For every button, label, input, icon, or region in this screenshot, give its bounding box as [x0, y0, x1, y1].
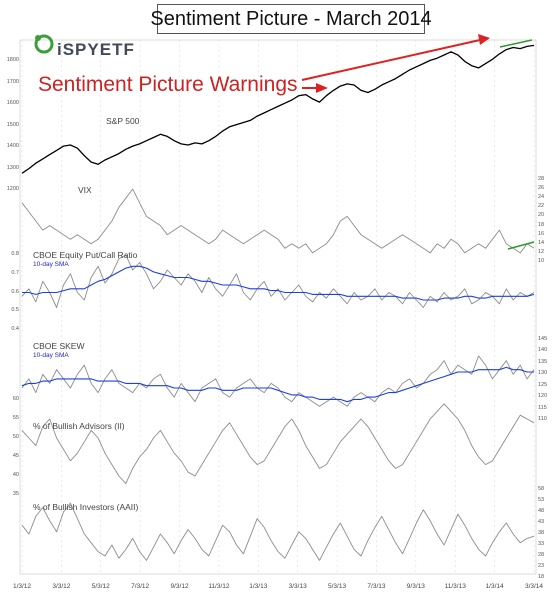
- y-tick-label: 135: [538, 358, 548, 365]
- y-tick-label: 120: [538, 393, 548, 400]
- panel-title: % of Bullish Investors (AAII): [33, 502, 139, 512]
- logo-mark-icon: [34, 34, 54, 54]
- series-line-2-0: [21, 254, 535, 308]
- series-line-4-0: [21, 403, 535, 485]
- panel-title: CBOE SKEW: [33, 341, 85, 351]
- x-tick-label: 3/3/13: [288, 583, 307, 590]
- warning-arrowhead-upper: [478, 34, 490, 45]
- ispyetf-logo: iSPYETF: [33, 33, 134, 67]
- y-tick-label: 55: [12, 415, 19, 421]
- y-tick-label: 35: [12, 491, 19, 497]
- chart-title: Sentiment Picture - March 2014: [150, 7, 432, 30]
- warning-annotation: Sentiment Picture Warnings: [38, 73, 298, 96]
- logo-text: iSPYETF: [57, 40, 135, 59]
- y-tick-label: 0.8: [11, 251, 19, 257]
- x-tick-label: 3/3/12: [52, 583, 71, 590]
- y-tick-label: 24: [538, 194, 545, 201]
- y-tick-label: 18: [538, 221, 545, 228]
- y-tick-label: 60: [12, 396, 19, 402]
- y-tick-label: 33: [538, 541, 545, 547]
- panel-title: % of Bullish Advisors (II): [33, 421, 125, 431]
- series-line-2-1: [22, 265, 535, 301]
- y-tick-label: 0.4: [11, 326, 19, 332]
- x-tick-label: 7/3/12: [131, 583, 150, 590]
- warning-arrows: [301, 34, 535, 250]
- y-tick-label: 18: [538, 574, 545, 580]
- panel-title: S&P 500: [106, 116, 140, 126]
- y-tick-label: 28: [538, 552, 545, 558]
- x-tick-label: 3/3/14: [524, 583, 544, 590]
- panel-title: VIX: [78, 185, 92, 195]
- y-tick-label: 1500: [6, 121, 19, 128]
- y-tick-label: 130: [538, 370, 548, 377]
- series-line-3-1: [21, 366, 534, 403]
- y-tick-label: 26: [538, 185, 545, 192]
- spx-trend-line: [499, 39, 533, 48]
- x-tick-label: 9/3/12: [170, 583, 189, 590]
- x-tick-label: 11/3/13: [444, 583, 466, 590]
- y-tick-label: 28: [538, 176, 545, 182]
- vix-trend-line: [507, 241, 535, 250]
- series-layer: [21, 44, 535, 561]
- y-tick-label: 0.7: [11, 269, 19, 276]
- x-tick-label: 1/3/13: [249, 583, 268, 590]
- y-tick-label: 58: [538, 486, 545, 492]
- gridlines: [21, 40, 535, 574]
- y-tick-label: 145: [538, 336, 548, 342]
- y-tick-label: 12: [538, 248, 545, 255]
- y-tick-label: 16: [538, 230, 545, 237]
- x-tick-label: 1/3/12: [12, 583, 32, 590]
- plot-area: [19, 39, 537, 575]
- y-tick-label: 1800: [6, 57, 19, 64]
- x-tick-label: 7/3/13: [367, 583, 386, 590]
- series-line-0-0: [21, 44, 535, 174]
- y-tick-label: 45: [12, 453, 19, 459]
- y-tick-label: 125: [538, 381, 548, 388]
- y-tick-label: 38: [538, 530, 545, 536]
- y-tick-label: 115: [538, 404, 547, 411]
- warning-arrow-upper: [301, 39, 481, 81]
- series-line-3-0: [21, 355, 535, 407]
- x-tick-label: 1/3/14: [485, 583, 504, 590]
- y-tick-label: 1400: [6, 143, 19, 150]
- series-line-5-0: [21, 502, 535, 561]
- sma-legend-label: 10-day SMA: [33, 261, 69, 268]
- y-tick-label: 20: [538, 212, 545, 219]
- series-line-1-0: [21, 188, 535, 254]
- y-tick-label: 43: [538, 519, 545, 525]
- y-tick-label: 48: [538, 508, 545, 514]
- y-tick-label: 14: [538, 239, 545, 246]
- y-tick-label: 1300: [6, 164, 19, 171]
- y-tick-label: 1200: [6, 186, 19, 192]
- sma-legend-label: 10-day SMA: [33, 352, 69, 359]
- chart-title-box: Sentiment Picture - March 2014: [150, 4, 432, 34]
- y-tick-label: 1600: [6, 100, 19, 107]
- y-tick-label: 40: [12, 472, 19, 478]
- y-tick-label: 50: [12, 434, 19, 440]
- x-tick-label: 5/3/13: [328, 583, 347, 590]
- y-tick-label: 53: [538, 497, 545, 503]
- x-tick-label: 5/3/12: [91, 583, 110, 590]
- x-tick-label: 11/3/12: [208, 583, 230, 590]
- y-tick-label: 0.6: [11, 288, 19, 295]
- panel-title: CBOE Equity Put/Call Ratio: [33, 250, 138, 260]
- y-tick-label: 1700: [6, 78, 19, 85]
- warning-arrowhead-lower: [316, 83, 328, 93]
- y-tick-label: 10: [538, 258, 545, 264]
- y-tick-label: 22: [538, 203, 545, 210]
- y-tick-label: 0.5: [11, 307, 19, 314]
- x-tick-label: 9/3/13: [406, 583, 425, 590]
- y-tick-label: 23: [538, 563, 545, 569]
- y-tick-label: 110: [538, 416, 547, 422]
- y-tick-label: 140: [538, 347, 548, 354]
